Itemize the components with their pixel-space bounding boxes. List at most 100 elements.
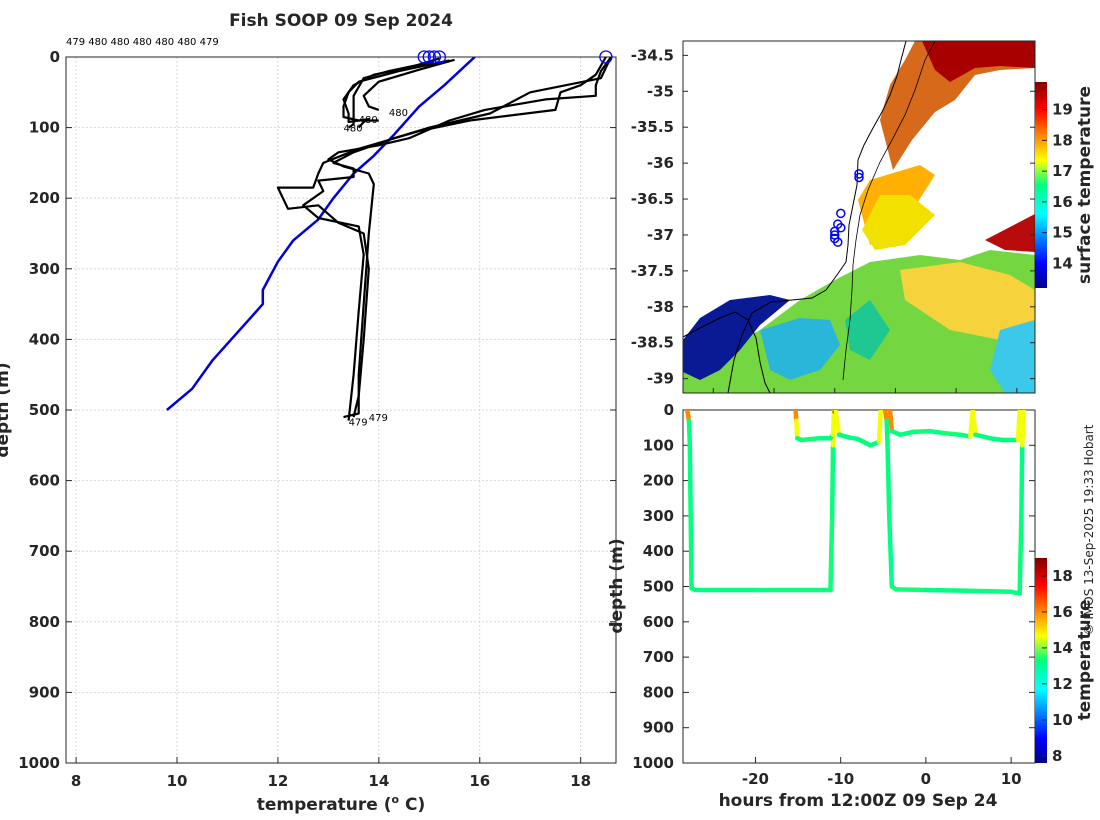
depth-time-segment xyxy=(801,438,819,440)
depth-time-segment xyxy=(913,431,930,432)
profile-y-tick-label: 0 xyxy=(50,48,60,66)
profile-y-axis-label: depth (m) xyxy=(0,362,13,457)
colorbar-tick-label: 14 xyxy=(1052,639,1073,657)
profile-y-tick-label: 300 xyxy=(29,260,60,278)
depth-time-segment xyxy=(1021,445,1022,516)
profile-x-axis-label: temperature (o C) xyxy=(257,793,426,815)
depth-time-tracks xyxy=(687,410,1024,594)
series-profile-3 xyxy=(303,57,611,421)
profile-y-tick-label: 100 xyxy=(29,119,60,137)
sst-colorbar xyxy=(1035,82,1047,288)
map-y-tick-label: -36 xyxy=(647,154,674,172)
profile-ticks: 8 10 12 14 16 18 0 100 200 300 400 500 600 700 800 900 1… xyxy=(18,48,616,790)
profile-grid xyxy=(66,57,616,763)
depth-time-x-tick-label: -10 xyxy=(827,770,854,788)
map-y-tick-label: -38 xyxy=(647,298,674,316)
depth-time-segment xyxy=(796,421,797,439)
profile-x-tick-label: 18 xyxy=(570,772,591,790)
figure-title: Fish SOOP 09 Sep 2024 xyxy=(229,11,453,31)
depth-time-y-tick-label: 700 xyxy=(643,648,674,666)
depth-time-segment xyxy=(973,410,976,435)
profile-data-label: 480 xyxy=(344,124,363,135)
colorbar-tick-label: 17 xyxy=(1052,162,1073,180)
map-x-tick-label: 151 xyxy=(880,394,911,412)
depth-time-segment xyxy=(691,516,692,588)
depth-time-y-tick-label: 400 xyxy=(643,542,674,560)
map-y-tick-label: -36.5 xyxy=(631,190,674,208)
profile-x-tick-label: 14 xyxy=(368,772,389,790)
depth-time-y-tick-label: 0 xyxy=(664,401,674,419)
depth-time-y-tick-label: 100 xyxy=(643,436,674,454)
depth-time-y-axis-label: depth (m) xyxy=(607,538,627,633)
colorbar-tick-label: 12 xyxy=(1052,675,1073,693)
map-y-tick-label: -35 xyxy=(647,82,674,100)
profile-y-tick-label: 700 xyxy=(29,542,60,560)
sst-colorbar-label: surface temperature xyxy=(1075,86,1095,284)
map-x-tick-label: 153 xyxy=(1001,394,1032,412)
depth-time-segment xyxy=(943,433,960,435)
colorbar-tick-label: 18 xyxy=(1052,131,1073,149)
depth-time-segment xyxy=(888,445,890,516)
colorbar-tick-label: 19 xyxy=(1052,101,1073,119)
depth-time-frame xyxy=(683,410,1035,763)
figure-canvas: Fish SOOP 09 Sep 2024 479 480 480 480 48… xyxy=(0,0,1100,820)
series-profile-1 xyxy=(328,57,611,417)
depth-time-segment xyxy=(689,421,690,446)
map-y-tick-label: -37 xyxy=(647,226,674,244)
imos-credit: © IMOS 13-Sep-2025 19:33 Hobart xyxy=(1082,424,1096,635)
depth-time-segment xyxy=(969,591,1012,592)
colorbar-tick-label: 14 xyxy=(1052,254,1073,272)
profile-data-label: 480 xyxy=(389,108,408,119)
profile-y-tick-label: 400 xyxy=(29,330,60,348)
colorbar-tick-label: 8 xyxy=(1052,747,1062,765)
profile-x-tick-label: 12 xyxy=(267,772,288,790)
depth-time-y-tick-label: 600 xyxy=(643,613,674,631)
depth-time-x-tick-label: 0 xyxy=(921,770,931,788)
profile-y-tick-label: 1000 xyxy=(18,754,60,772)
profile-plot-frame xyxy=(66,57,616,763)
depth-time-segment xyxy=(1018,410,1020,440)
profile-y-tick-label: 200 xyxy=(29,189,60,207)
profile-data-label: 479 xyxy=(369,413,388,424)
profile-y-tick-label: 900 xyxy=(29,683,60,701)
profile-id-row: 479 480 480 480 480 480 479 xyxy=(66,37,219,48)
map-x-tick-label: 152 xyxy=(940,394,971,412)
profile-data-label: 479 xyxy=(349,417,368,428)
colorbar-tick-label: 16 xyxy=(1052,603,1073,621)
depth-time-segment xyxy=(887,421,888,446)
map-y-tick-label: -35.5 xyxy=(631,118,674,136)
colorbar-tick-label: 18 xyxy=(1052,567,1073,585)
temperature-colorbar xyxy=(1035,558,1047,763)
map-y-tick-label: -38.5 xyxy=(631,334,674,352)
profile-y-tick-label: 600 xyxy=(29,472,60,490)
depth-time-segment xyxy=(926,590,969,591)
depth-time-segment xyxy=(832,445,833,516)
depth-time-y-tick-label: 300 xyxy=(643,507,674,525)
map-y-tick-label: -37.5 xyxy=(631,262,674,280)
depth-time-segment xyxy=(1020,516,1022,594)
map-y-tick-label: -39 xyxy=(647,370,674,388)
profile-x-tick-label: 8 xyxy=(71,772,81,790)
colorbar-tick-label: 15 xyxy=(1052,224,1073,242)
depth-time-segment xyxy=(889,516,892,587)
depth-time-y-tick-label: 800 xyxy=(643,683,674,701)
profile-y-tick-label: 800 xyxy=(29,613,60,631)
profile-y-tick-label: 500 xyxy=(29,401,60,419)
depth-time-segment xyxy=(690,445,691,516)
depth-time-y-tick-label: 900 xyxy=(643,719,674,737)
colorbar-tick-label: 16 xyxy=(1052,193,1073,211)
depth-time-x-tick-label: 10 xyxy=(1001,770,1022,788)
depth-time-segment xyxy=(830,516,832,590)
depth-time-y-tick-label: 1000 xyxy=(632,754,674,772)
series-profile-2 xyxy=(278,57,606,417)
depth-time-x-tick-label: -20 xyxy=(742,770,769,788)
depth-time-y-tick-label: 200 xyxy=(643,472,674,490)
profile-x-tick-label: 10 xyxy=(167,772,188,790)
profile-x-tick-label: 16 xyxy=(469,772,490,790)
map-x-tick-label: 148 xyxy=(698,394,729,412)
depth-time-segment xyxy=(1022,410,1024,445)
depth-time-segment xyxy=(896,589,926,590)
map-x-tick-label: 149 xyxy=(758,394,789,412)
depth-time-segment xyxy=(890,410,892,431)
depth-time-segment xyxy=(836,410,839,435)
